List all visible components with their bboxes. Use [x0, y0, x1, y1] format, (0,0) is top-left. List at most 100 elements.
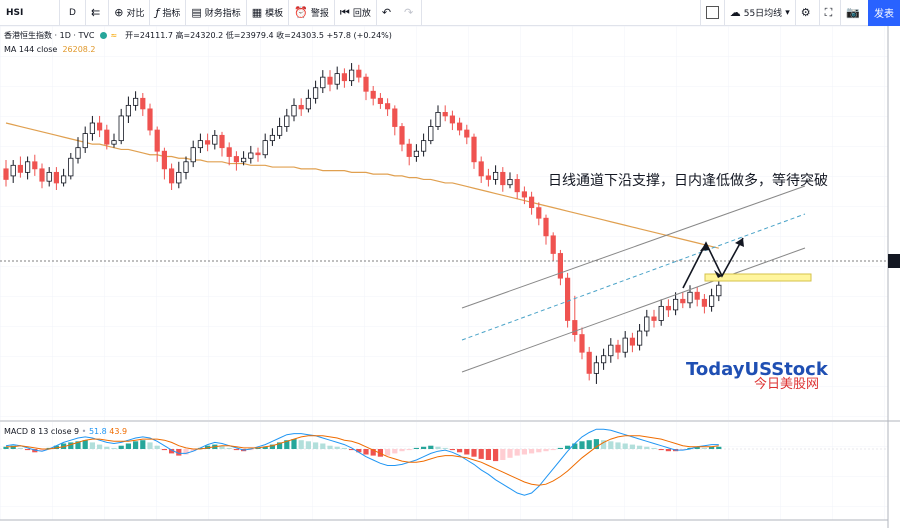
publish-button[interactable]: 发表	[868, 0, 900, 26]
candle-body	[82, 133, 88, 149]
macd-bar	[32, 449, 38, 453]
signal-line	[6, 435, 719, 486]
candle-body	[262, 140, 268, 156]
macd-bar	[104, 446, 110, 449]
legend-title[interactable]: 香港恒生指数 · 1D · TVC	[4, 31, 95, 40]
annotation-text[interactable]: 日线通道下沿支撑，日内逢低做多，等待突破	[548, 172, 828, 189]
arrow-head-2	[714, 270, 722, 278]
replay-button[interactable]: ⏮ 回放	[335, 0, 377, 26]
candle	[39, 163, 45, 189]
macd-bar	[680, 449, 686, 451]
macd-bar	[169, 449, 175, 454]
undo-button[interactable]: ↶	[377, 0, 399, 26]
redo-button[interactable]: ↷	[399, 0, 423, 26]
candle-body	[637, 330, 643, 346]
ma-setting-dropdown[interactable]: ☁ 55日均线 ▾	[723, 0, 795, 26]
macd-bar	[341, 447, 347, 449]
candle-body	[111, 140, 117, 145]
candle-body	[557, 253, 564, 279]
candle-body	[680, 298, 686, 304]
candle-body	[312, 87, 319, 99]
indicators-button[interactable]: ƒ 指标	[150, 0, 187, 26]
macd-bar	[406, 449, 412, 451]
macd-bar	[442, 447, 448, 449]
candle-body	[305, 97, 312, 110]
financials-button[interactable]: ▤ 财务指标	[186, 0, 247, 26]
candle	[168, 163, 175, 190]
macd-value-2: 43.9	[109, 427, 128, 436]
macd-bar	[478, 449, 484, 459]
candle	[543, 214, 549, 245]
macd-label[interactable]: MACD 8 13 close 9	[4, 427, 80, 436]
candle-body	[24, 161, 31, 173]
price-chart[interactable]: 日线通道下沿支撑，日内逢低做多，等待突破 TodayUSStock 今日美股网	[0, 26, 900, 528]
settings-button[interactable]: ⚙	[794, 0, 819, 26]
plus-circle-icon: ⊕	[114, 6, 124, 19]
candle	[514, 174, 520, 199]
candle-body	[644, 316, 650, 332]
candle-body	[125, 104, 131, 117]
symbol-search[interactable]: HSI	[0, 0, 60, 26]
support-zone[interactable]	[704, 273, 812, 282]
candle-body	[384, 103, 391, 110]
candle-body	[17, 164, 24, 173]
channel-upper-line[interactable]	[461, 185, 806, 309]
macd-bar	[572, 443, 578, 449]
candle-body	[176, 171, 182, 184]
macd-bar	[255, 447, 261, 449]
candle-body	[363, 76, 369, 92]
candle	[89, 115, 95, 141]
alert-button[interactable]: ⏰ 警报	[289, 0, 335, 26]
candle-body	[716, 284, 722, 297]
candle	[118, 108, 124, 145]
candle-body	[183, 161, 189, 173]
macd-bar	[233, 449, 239, 451]
grid-main	[0, 26, 888, 420]
candle	[658, 299, 664, 326]
snapshot-button[interactable]: 📷	[840, 0, 868, 26]
macd-bar	[629, 444, 635, 449]
candle	[694, 286, 700, 307]
candle-body	[572, 320, 578, 335]
macd-bar	[75, 441, 81, 449]
candle-body	[356, 69, 362, 78]
macd-bar	[651, 447, 657, 449]
interval-button[interactable]: D	[60, 0, 86, 26]
replay-icon: ⏮	[339, 5, 350, 19]
macd-bar	[219, 445, 225, 449]
macd-bar	[205, 445, 211, 449]
macd-bar	[82, 440, 88, 449]
candle-body	[536, 207, 542, 219]
candle-body	[608, 344, 614, 357]
fullscreen-button[interactable]: ⛶	[818, 0, 841, 26]
macd-bar	[687, 447, 693, 449]
templates-button[interactable]: ▦ 模板	[247, 0, 290, 26]
macd-bar	[550, 449, 556, 451]
projection-path[interactable]	[682, 237, 744, 289]
candle	[507, 172, 513, 189]
chart-type-button[interactable]: ⇇	[86, 0, 110, 26]
macd-bar	[269, 444, 275, 449]
ma-label[interactable]: MA 144 close	[4, 45, 58, 54]
macd-bar	[161, 449, 167, 451]
candle	[284, 108, 290, 132]
macd-bar	[428, 445, 434, 449]
macd-bar	[529, 449, 535, 454]
candle-body	[456, 122, 463, 131]
compare-button[interactable]: ⊕ 对比	[109, 0, 151, 26]
candle-body	[579, 334, 585, 353]
macd-legend: MACD 8 13 close 9 • 51.8 43.9	[4, 427, 127, 436]
macd-histogram	[3, 439, 722, 462]
candle-body	[104, 129, 110, 145]
layout-checkbox[interactable]	[699, 0, 724, 26]
macd-bar	[435, 446, 441, 449]
candle-body	[147, 108, 153, 131]
macd-bar	[608, 441, 614, 449]
channel-mid-line[interactable]	[461, 213, 806, 341]
candle	[471, 133, 477, 169]
chevron-down-icon: ▾	[785, 7, 790, 18]
candle	[579, 327, 585, 360]
channel-lower-line[interactable]	[461, 247, 806, 373]
candle-body	[97, 122, 103, 131]
macd-bar	[565, 445, 571, 449]
